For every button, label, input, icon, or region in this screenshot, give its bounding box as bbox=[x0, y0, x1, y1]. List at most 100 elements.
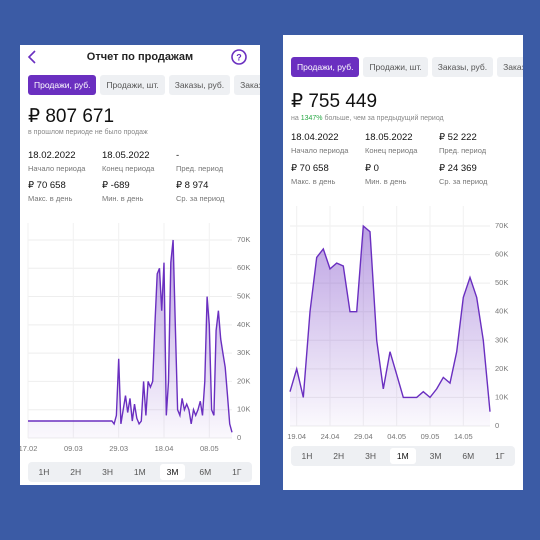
area bbox=[290, 226, 490, 426]
tab[interactable]: Заказы, шт. bbox=[234, 75, 260, 95]
note-text: в прошлом периоде не было продаж bbox=[28, 129, 148, 136]
help-icon[interactable]: ? bbox=[230, 48, 248, 66]
stat-label: Конец периода bbox=[102, 164, 155, 173]
stat-value: ₽ -689 bbox=[102, 180, 130, 191]
period-selector: 1Н 2Н 3Н 1М 3М 6М 1Г bbox=[291, 446, 515, 466]
stat: 18.05.2022 Конец периода bbox=[365, 132, 439, 155]
back-icon[interactable] bbox=[24, 49, 44, 65]
y-tick-label: 70K bbox=[237, 235, 250, 244]
y-tick-label: 20K bbox=[495, 364, 508, 373]
y-tick-label: 20K bbox=[237, 376, 250, 385]
period-button[interactable]: 1Н bbox=[301, 451, 313, 461]
stat-label: Ср. за период bbox=[176, 194, 225, 203]
period-button[interactable]: 6М bbox=[462, 451, 475, 461]
stat-label: Начало периода bbox=[291, 146, 349, 155]
line bbox=[289, 224, 491, 412]
y-tick-label: 0 bbox=[237, 433, 241, 442]
stat-value: 18.05.2022 bbox=[102, 150, 150, 161]
x-tick-label: 29.04 bbox=[354, 432, 373, 441]
stat-value: ₽ 24 369 bbox=[439, 163, 477, 174]
note-text: на bbox=[291, 115, 301, 122]
stat-label: Пред. период bbox=[176, 164, 224, 173]
tab[interactable]: Продажи, руб. bbox=[291, 57, 360, 77]
tab[interactable]: Продажи, шт. bbox=[363, 57, 428, 77]
comparison-note: в прошлом периоде не было продаж bbox=[28, 129, 148, 136]
y-tick-label: 60K bbox=[237, 263, 250, 272]
stat-value: ₽ 70 658 bbox=[28, 180, 66, 191]
tab[interactable]: Заказы, шт. bbox=[497, 57, 523, 77]
period-button[interactable]: 2Н bbox=[70, 467, 82, 477]
period-button[interactable]: 1Г bbox=[232, 467, 242, 477]
stat-label: Ср. за период bbox=[439, 177, 488, 186]
x-tick-label: 09.03 bbox=[64, 444, 83, 453]
tab-bar: Продажи, руб. Продажи, шт. Заказы, руб. Зак… bbox=[28, 75, 260, 95]
stat: ₽ 0 Мин. в день bbox=[365, 163, 439, 186]
period-button[interactable]: 1Г bbox=[495, 451, 505, 461]
tab[interactable]: Продажи, шт. bbox=[100, 75, 165, 95]
tab-bar: Продажи, руб. Продажи, шт. Заказы, руб. Зак… bbox=[291, 57, 523, 77]
stat-value: ₽ 8 974 bbox=[176, 180, 209, 191]
y-tick-label: 60K bbox=[495, 250, 508, 259]
period-button[interactable]: 1Н bbox=[38, 467, 50, 477]
total-amount: ₽ 755 449 bbox=[291, 91, 378, 112]
x-tick-label: 17.02 bbox=[20, 444, 37, 453]
stat-label: Начало периода bbox=[28, 164, 86, 173]
y-tick-label: 30K bbox=[495, 335, 508, 344]
x-tick-label: 14.05 bbox=[454, 432, 473, 441]
period-button[interactable]: 1М bbox=[133, 467, 146, 477]
stat-label: Мин. в день bbox=[102, 194, 144, 203]
stat-label: Макс. в день bbox=[28, 194, 73, 203]
note-text: больше, чем за предыдущий период bbox=[322, 115, 444, 122]
stat-value: ₽ 70 658 bbox=[291, 163, 329, 174]
stat: ₽ 8 974 Ср. за период bbox=[176, 180, 250, 203]
y-tick-label: 40K bbox=[237, 320, 250, 329]
x-tick-label: 29.03 bbox=[109, 444, 128, 453]
x-tick-label: 08.05 bbox=[200, 444, 219, 453]
x-tick-label: 24.04 bbox=[321, 432, 340, 441]
y-tick-label: 50K bbox=[495, 278, 508, 287]
y-tick-label: 10K bbox=[495, 392, 508, 401]
x-tick-label: 19.04 bbox=[287, 432, 306, 441]
stat: ₽ 70 658 Макс. в день bbox=[291, 163, 365, 186]
total-amount: ₽ 807 671 bbox=[28, 106, 115, 127]
stat-value: - bbox=[176, 150, 180, 161]
x-tick-label: 04.05 bbox=[387, 432, 406, 441]
stat-value: 18.04.2022 bbox=[291, 132, 339, 143]
chart: 0 10K 20K 30K 40K 50K 60K 70K 19.04 24.04 29.04 04.… bbox=[287, 206, 508, 441]
period-button[interactable]: 3М bbox=[429, 451, 442, 461]
phone-screen: ? Отчет по продажам Продажи, руб. Продажи,… bbox=[20, 45, 260, 485]
stat-value: 18.02.2022 bbox=[28, 150, 76, 161]
stat: ₽ 52 222 Пред. период bbox=[439, 132, 513, 155]
x-tick-label: 18.04 bbox=[155, 444, 174, 453]
stat: ₽ -689 Мин. в день bbox=[102, 180, 176, 203]
period-button[interactable]: 3М bbox=[159, 464, 186, 480]
chart: 0 10K 20K 30K 40K 50K 60K 70K 17.02 09.03 29.03 18.… bbox=[20, 223, 250, 453]
tab[interactable]: Заказы, руб. bbox=[168, 75, 231, 95]
tab[interactable]: Заказы, руб. bbox=[431, 57, 494, 77]
x-tick-label: 09.05 bbox=[421, 432, 440, 441]
y-tick-label: 10K bbox=[237, 405, 250, 414]
period-button[interactable]: 1М bbox=[389, 448, 416, 464]
tab[interactable]: Продажи, руб. bbox=[28, 75, 97, 95]
y-tick-label: 70K bbox=[495, 221, 508, 230]
stat-value: 18.05.2022 bbox=[365, 132, 413, 143]
period-button[interactable]: 6М bbox=[199, 467, 212, 477]
period-button[interactable]: 2Н bbox=[333, 451, 345, 461]
stat-label: Мин. в день bbox=[365, 177, 407, 186]
period-button[interactable]: 3Н bbox=[102, 467, 113, 477]
stat: 18.05.2022 Конец периода bbox=[102, 150, 176, 173]
phone-screen: Продажи, руб. Продажи, шт. Заказы, руб. Зак… bbox=[283, 35, 523, 490]
stat-value: ₽ 0 bbox=[365, 163, 379, 174]
y-tick-label: 40K bbox=[495, 307, 508, 316]
screen-title: Отчет по продажам bbox=[86, 51, 194, 63]
stat: 18.04.2022 Начало периода bbox=[291, 132, 365, 155]
period-selector: 1Н 2Н 3Н 1М 3М 6М 1Г bbox=[28, 462, 252, 482]
stat: - Пред. период bbox=[176, 150, 250, 173]
stat-label: Пред. период bbox=[439, 146, 487, 155]
note-text: 1347% bbox=[300, 115, 323, 122]
stat-value: ₽ 52 222 bbox=[439, 132, 477, 143]
y-tick-label: 0 bbox=[495, 421, 499, 430]
period-button[interactable]: 3Н bbox=[365, 451, 376, 461]
stat-label: Макс. в день bbox=[291, 177, 336, 186]
